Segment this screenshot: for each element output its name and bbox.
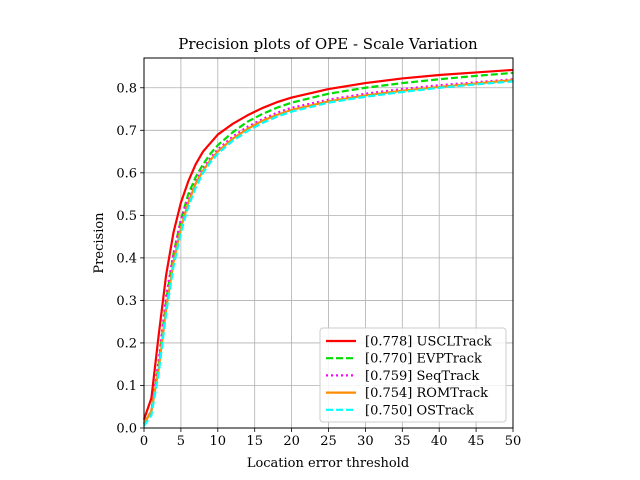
legend-label-3: [0.759] SeqTrack [365, 369, 479, 384]
x-tick-label: 30 [357, 434, 374, 449]
y-tick-label: 0.3 [116, 294, 137, 309]
legend-label-1: [0.778] USCLTrack [365, 335, 492, 350]
y-tick-label: 0.7 [116, 124, 137, 139]
y-tick-label: 0.6 [116, 166, 137, 181]
y-tick-label: 0.2 [116, 336, 137, 351]
chart-title: Precision plots of OPE - Scale Variation [178, 35, 478, 53]
y-tick-label: 0.0 [116, 422, 137, 437]
legend-label-5: [0.750] OSTrack [365, 403, 474, 418]
legend-label-4: [0.754] ROMTrack [365, 386, 488, 401]
y-axis-ticks: 0.0 0.1 0.2 0.3 0.4 0.5 0.6 0.7 0.8 [116, 81, 144, 437]
legend-box [319, 327, 507, 423]
y-axis-label: Precision [92, 212, 107, 274]
x-tick-label: 20 [283, 434, 300, 449]
y-tick-label: 0.5 [116, 209, 137, 224]
x-tick-label: 10 [210, 434, 227, 449]
y-tick-label: 0.4 [116, 251, 137, 266]
x-tick-label: 15 [246, 434, 263, 449]
x-axis-label: Location error threshold [247, 456, 409, 471]
legend-label-2: [0.770] EVPTrack [365, 352, 482, 367]
x-tick-label: 25 [320, 434, 337, 449]
legend: [0.778] USCLTrack [0.770] EVPTrack [0.759]… [319, 327, 507, 423]
x-tick-label: 45 [468, 434, 485, 449]
x-tick-label: 0 [140, 434, 148, 449]
x-tick-label: 50 [505, 434, 522, 449]
y-tick-label: 0.1 [116, 379, 137, 394]
x-tick-label: 5 [177, 434, 185, 449]
x-tick-label: 35 [394, 434, 411, 449]
series-line-1 [142, 68, 514, 420]
x-tick-label: 40 [431, 434, 448, 449]
series-line-5 [143, 80, 514, 427]
x-axis-ticks: 0 5 10 15 20 25 30 35 40 45 50 [140, 428, 521, 449]
series-lines [142, 68, 514, 427]
y-tick-label: 0.8 [116, 81, 137, 96]
